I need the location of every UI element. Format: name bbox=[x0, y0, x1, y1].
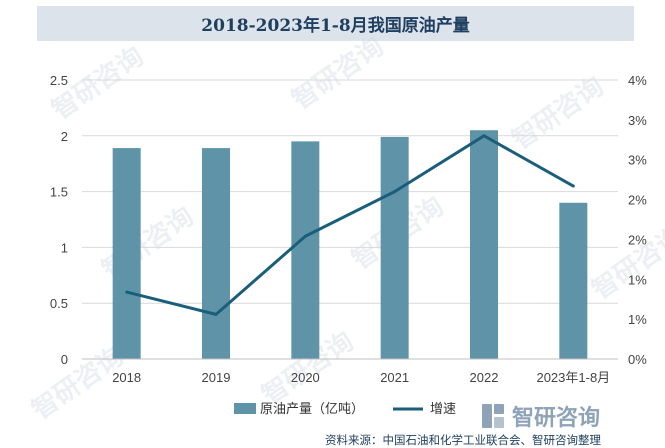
bar bbox=[559, 202, 588, 359]
y-right-tick-label: 1% bbox=[628, 312, 647, 327]
bar bbox=[112, 148, 141, 359]
legend-label-line: 增速 bbox=[430, 402, 456, 417]
y-right-tick-label: 0% bbox=[628, 352, 647, 367]
legend-label-bar: 原油产量（亿吨） bbox=[260, 402, 364, 417]
logo-icon bbox=[482, 404, 504, 428]
legend-swatch-bar bbox=[234, 403, 256, 414]
source-bar bbox=[0, 433, 665, 448]
x-axis: 2018 2019 2020 2021 2022 2023年1-8月 bbox=[82, 358, 618, 385]
x-tick-label: 2020 bbox=[291, 370, 320, 385]
y-left-tick-label: 2 bbox=[61, 129, 68, 144]
x-tick-label: 2021 bbox=[380, 370, 409, 385]
bar bbox=[202, 148, 230, 359]
line-point bbox=[214, 312, 218, 316]
x-tick-label: 2018 bbox=[112, 370, 141, 385]
line-point bbox=[303, 234, 307, 238]
y-right-tick-label: 2% bbox=[628, 193, 647, 208]
line-point bbox=[125, 290, 129, 294]
y-left-tick-label: 0.5 bbox=[50, 296, 68, 311]
x-tick-label: 2022 bbox=[470, 370, 499, 385]
y-left-tick-label: 1.5 bbox=[50, 185, 68, 200]
chart-title: 2018-2023年1-8月我国原油产量 bbox=[201, 16, 470, 36]
bar bbox=[470, 130, 498, 359]
line-point bbox=[571, 184, 575, 188]
y-axis-left: 0 0.5 1 1.5 2 2.5 bbox=[50, 73, 68, 367]
brand-logo: 智研咨询 bbox=[482, 404, 600, 431]
x-tick-label: 2023年1-8月 bbox=[536, 370, 610, 385]
y-right-tick-label: 3% bbox=[628, 153, 647, 168]
line-series bbox=[125, 134, 575, 316]
bar bbox=[380, 136, 409, 359]
y-left-tick-label: 0 bbox=[61, 352, 68, 367]
title-bar: 2018-2023年1-8月我国原油产量 bbox=[37, 6, 634, 41]
y-left-tick-label: 2.5 bbox=[50, 73, 68, 88]
watermark-text: 智研咨询 bbox=[506, 71, 609, 156]
watermark-text: 智研咨询 bbox=[96, 201, 199, 286]
bar bbox=[291, 141, 320, 359]
growth-line bbox=[126, 134, 575, 316]
x-tick-label: 2019 bbox=[202, 370, 231, 385]
line-point bbox=[393, 190, 397, 194]
bar-series bbox=[112, 130, 588, 359]
y-left-tick-label: 1 bbox=[61, 240, 68, 255]
y-axis-right: 0% 1% 1% 2% 2% 3% 3% 4% bbox=[628, 73, 647, 367]
y-right-tick-label: 1% bbox=[628, 272, 647, 287]
y-right-tick-label: 3% bbox=[628, 113, 647, 128]
source-text: 资料来源：中国石油和化学工业联合会、智研咨询整理 bbox=[325, 433, 601, 447]
y-right-tick-label: 2% bbox=[628, 232, 647, 247]
y-right-tick-label: 4% bbox=[628, 73, 647, 88]
line-point bbox=[482, 134, 486, 138]
watermark-text: 智研咨询 bbox=[286, 31, 389, 116]
watermark-text: 智研咨询 bbox=[586, 221, 665, 306]
brand-name: 智研咨询 bbox=[512, 405, 600, 431]
legend: 原油产量（亿吨） 增速 bbox=[234, 402, 456, 417]
